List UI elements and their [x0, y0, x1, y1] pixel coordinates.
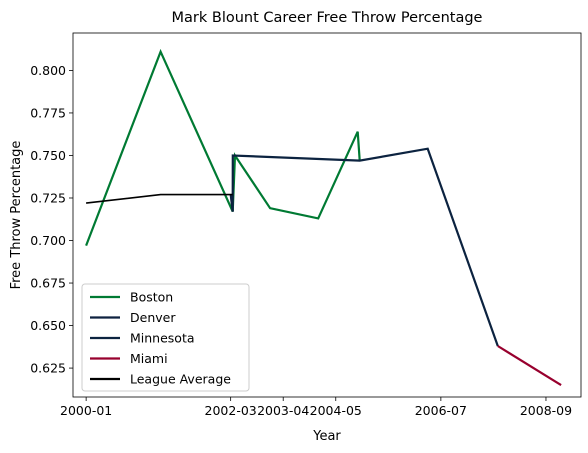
y-tick-label: 0.625 [30, 361, 66, 376]
y-tick-label: 0.650 [30, 318, 66, 333]
x-tick-label: 2000-01 [60, 403, 112, 418]
x-tick-label: 2003-04 [257, 403, 309, 418]
y-tick-label: 0.775 [30, 105, 66, 120]
legend-label-minnesota: Minnesota [130, 331, 195, 346]
legend-label-miami: Miami [130, 351, 168, 366]
plot-area [85, 48, 562, 387]
x-axis-label: Year [312, 429, 341, 444]
series-line-miami [497, 345, 562, 387]
series-line-boston [85, 48, 361, 246]
y-tick-label: 0.800 [30, 63, 66, 78]
x-axis: 2000-01 2002-03 2003-04 2004-05 2006-07 2008-… [60, 397, 572, 418]
y-axis: 0.625 0.650 0.675 0.700 0.725 0.750 0.775 0.800 [30, 63, 73, 376]
x-tick-label: 2008-09 [520, 403, 572, 418]
legend: Boston Denver Minnesota Miami League Average [81, 283, 250, 392]
series-line-minnesota [231, 147, 499, 347]
legend-box [81, 283, 250, 392]
x-tick-label: 2004-05 [310, 403, 362, 418]
y-tick-label: 0.750 [30, 148, 66, 163]
plot-frame [72, 32, 582, 398]
legend-label-boston: Boston [130, 290, 173, 305]
series-line-league-average [86, 193, 233, 204]
y-tick-label: 0.675 [30, 276, 66, 291]
x-tick-label: 2006-07 [415, 403, 467, 418]
legend-label-denver: Denver [130, 310, 176, 325]
legend-label-league-average: League Average [130, 372, 231, 387]
y-axis-label: Free Throw Percentage [9, 141, 24, 290]
y-tick-label: 0.725 [30, 190, 66, 205]
x-tick-label: 2002-03 [205, 403, 257, 418]
y-tick-label: 0.700 [30, 233, 66, 248]
chart-title: Mark Blount Career Free Throw Percentage [172, 10, 483, 26]
